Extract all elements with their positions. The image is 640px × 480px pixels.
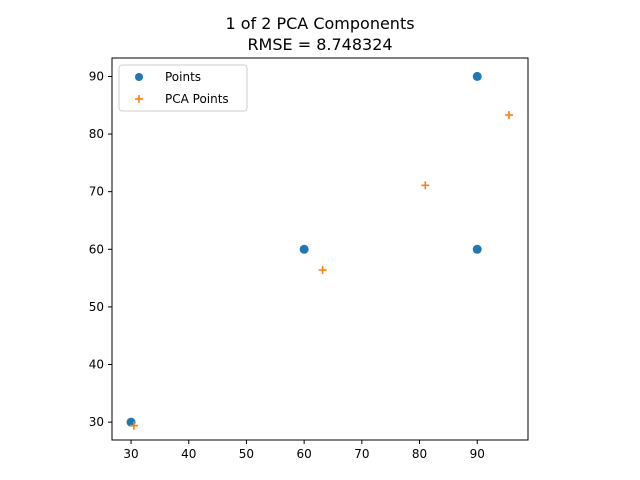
- y-tick-label: 50: [89, 300, 104, 314]
- points-marker: [299, 244, 309, 254]
- y-tick-label: 90: [89, 69, 104, 83]
- plot-area: [126, 71, 513, 430]
- legend: Points PCA Points: [118, 64, 248, 112]
- pca-points-marker: [421, 181, 430, 190]
- x-tick-label: 70: [354, 447, 369, 461]
- points-marker: [472, 244, 482, 254]
- y-tick-label: 70: [89, 185, 104, 199]
- x-tick-label: 60: [296, 447, 311, 461]
- pca-points-marker: [129, 421, 138, 430]
- legend-marker-points: [135, 73, 143, 81]
- y-tick-label: 80: [89, 127, 104, 141]
- y-tick-label: 60: [89, 242, 104, 256]
- x-tick-label: 50: [239, 447, 254, 461]
- y-axis: 30 40 50 60 70 80 90: [89, 69, 112, 429]
- plot-frame: [111, 57, 529, 441]
- pca-points-marker: [504, 111, 513, 120]
- points-marker: [472, 71, 482, 81]
- y-tick-label: 40: [89, 358, 104, 372]
- legend-box: [118, 64, 248, 112]
- x-tick-label: 80: [412, 447, 427, 461]
- chart-title: 1 of 2 PCA Components: [225, 14, 414, 33]
- legend-marker-pca-points: [135, 95, 143, 103]
- x-tick-label: 30: [123, 447, 138, 461]
- chart-subtitle: RMSE = 8.748324: [247, 35, 392, 54]
- legend-label-pca-points: PCA Points: [165, 92, 229, 106]
- x-axis: 30 40 50 60 70 80 90: [123, 440, 485, 461]
- legend-label-points: Points: [165, 70, 201, 84]
- x-tick-label: 40: [181, 447, 196, 461]
- y-tick-label: 30: [89, 415, 104, 429]
- pca-points-marker: [318, 266, 327, 275]
- x-tick-label: 90: [470, 447, 485, 461]
